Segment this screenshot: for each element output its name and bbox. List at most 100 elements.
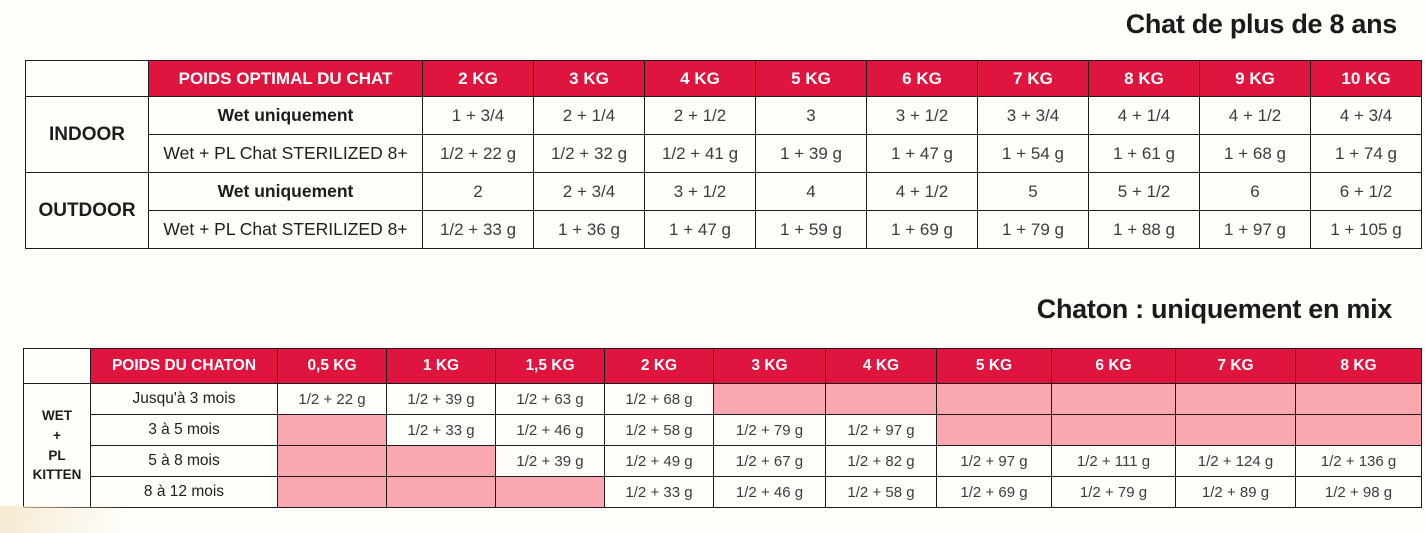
kitten-header-label: POIDS DU CHATON xyxy=(90,348,278,384)
header-row: POIDS DU CHATON 0,5 KG 1 KG 1,5 KG 2 KG 3 KG 4… xyxy=(23,348,1422,384)
ration-value-cell: 6 + 1/2 xyxy=(1310,172,1422,211)
kitten-feeding-table: POIDS DU CHATON 0,5 KG 1 KG 1,5 KG 2 KG 3 KG 4… xyxy=(23,348,1422,508)
weight-column-header: 0,5 KG xyxy=(277,348,387,384)
not-applicable-cell xyxy=(713,383,826,415)
ration-value-cell: 1 + 69 g xyxy=(866,210,978,249)
ration-value-cell: 1/2 + 46 g xyxy=(495,414,605,446)
ration-value-cell: 1/2 + 41 g xyxy=(644,134,756,173)
ration-value-cell: 1/2 + 69 g xyxy=(936,476,1052,508)
ration-value-cell: 1/2 + 68 g xyxy=(604,383,714,415)
weight-column-header: 6 KG xyxy=(1051,348,1176,384)
adult-header-label: POIDS OPTIMAL DU CHAT xyxy=(148,60,423,97)
ration-value-cell: 1/2 + 39 g xyxy=(495,445,605,477)
ration-value-cell: 1/2 + 79 g xyxy=(1051,476,1176,508)
weight-column-header: 8 KG xyxy=(1295,348,1422,384)
weight-column-header: 10 KG xyxy=(1310,60,1422,97)
ration-value-cell: 1 + 88 g xyxy=(1088,210,1200,249)
weight-column-header: 5 KG xyxy=(936,348,1052,384)
age-range-label: Jusqu'à 3 mois xyxy=(90,383,278,415)
ration-value-cell: 5 xyxy=(977,172,1089,211)
ration-value-cell: 2 + 3/4 xyxy=(533,172,645,211)
weight-column-header: 7 KG xyxy=(1175,348,1296,384)
ration-value-cell: 1 + 39 g xyxy=(755,134,867,173)
ration-value-cell: 4 + 1/2 xyxy=(1199,96,1311,135)
ration-value-cell: 1 + 47 g xyxy=(644,210,756,249)
ration-value-cell: 1/2 + 79 g xyxy=(713,414,826,446)
ration-value-cell: 1/2 + 124 g xyxy=(1175,445,1296,477)
weight-column-header: 8 KG xyxy=(1088,60,1200,97)
ration-value-cell: 1/2 + 97 g xyxy=(936,445,1052,477)
age-range-label: 5 à 8 mois xyxy=(90,445,278,477)
weight-column-header: 3 KG xyxy=(713,348,826,384)
weight-column-header: 9 KG xyxy=(1199,60,1311,97)
table-row: 8 à 12 mois 1/2 + 33 g 1/2 + 46 g 1/2 + 58 … xyxy=(24,476,1422,508)
not-applicable-cell xyxy=(1175,383,1296,415)
table-row: 3 à 5 mois 1/2 + 33 g 1/2 + 46 g 1/2 + 58 g… xyxy=(24,414,1422,446)
group-label-outdoor: OUTDOOR xyxy=(25,172,149,249)
ration-value-cell: 1/2 + 58 g xyxy=(825,476,937,508)
not-applicable-cell xyxy=(386,476,496,508)
ration-value-cell: 3 + 1/2 xyxy=(866,96,978,135)
not-applicable-cell xyxy=(936,383,1052,415)
table-row: 5 à 8 mois 1/2 + 39 g 1/2 + 49 g 1/2 + 67 g… xyxy=(24,445,1422,477)
ration-value-cell: 3 xyxy=(755,96,867,135)
ration-value-cell: 1/2 + 97 g xyxy=(825,414,937,446)
ration-value-cell: 1 + 79 g xyxy=(977,210,1089,249)
ration-value-cell: 1/2 + 46 g xyxy=(713,476,826,508)
ration-value-cell: 4 + 1/4 xyxy=(1088,96,1200,135)
not-applicable-cell xyxy=(277,445,387,477)
weight-column-header: 2 KG xyxy=(422,60,534,97)
ration-value-cell: 1 + 3/4 xyxy=(422,96,534,135)
weight-column-header: 7 KG xyxy=(977,60,1089,97)
table-row: Wet + PL Chat STERILIZED 8+ 1/2 + 22 g 1/2… xyxy=(26,134,1422,173)
ration-value-cell: 1/2 + 82 g xyxy=(825,445,937,477)
header-row: POIDS OPTIMAL DU CHAT 2 KG 3 KG 4 KG 5 KG 6 K… xyxy=(25,60,1422,97)
row-label: Wet + PL Chat STERILIZED 8+ xyxy=(148,134,423,173)
not-applicable-cell xyxy=(1295,383,1422,415)
ration-value-cell: 1/2 + 63 g xyxy=(495,383,605,415)
weight-column-header: 6 KG xyxy=(866,60,978,97)
corner-spacer xyxy=(25,60,149,97)
group-label-indoor: INDOOR xyxy=(25,96,149,173)
weight-column-header: 1,5 KG xyxy=(495,348,605,384)
adult-section-title: Chat de plus de 8 ans xyxy=(1125,9,1398,39)
ration-value-cell: 1 + 54 g xyxy=(977,134,1089,173)
weight-column-header: 4 KG xyxy=(825,348,937,384)
ration-value-cell: 1/2 + 58 g xyxy=(604,414,714,446)
ration-value-cell: 2 + 1/4 xyxy=(533,96,645,135)
not-applicable-cell xyxy=(277,414,387,446)
ration-value-cell: 1/2 + 111 g xyxy=(1051,445,1176,477)
weight-column-header: 2 KG xyxy=(604,348,714,384)
ration-value-cell: 1 + 61 g xyxy=(1088,134,1200,173)
ration-value-cell: 1/2 + 33 g xyxy=(604,476,714,508)
ration-value-cell: 1 + 59 g xyxy=(755,210,867,249)
not-applicable-cell xyxy=(1295,414,1422,446)
ration-value-cell: 1/2 + 89 g xyxy=(1175,476,1296,508)
ration-value-cell: 1 + 97 g xyxy=(1199,210,1311,249)
weight-column-header: 4 KG xyxy=(644,60,756,97)
ration-value-cell: 1/2 + 67 g xyxy=(713,445,826,477)
ration-value-cell: 4 xyxy=(755,172,867,211)
adult-feeding-table: POIDS OPTIMAL DU CHAT 2 KG 3 KG 4 KG 5 KG 6 K… xyxy=(25,60,1422,249)
ration-value-cell: 1 + 74 g xyxy=(1310,134,1422,173)
table-row: INDOOR Wet uniquement 1 + 3/4 2 + 1/4 2 + 1/… xyxy=(25,96,1422,173)
ration-value-cell: 4 + 1/2 xyxy=(866,172,978,211)
kitten-side-label: WET + PL KITTEN xyxy=(23,383,91,508)
ration-value-cell: 1/2 + 136 g xyxy=(1295,445,1422,477)
corner-spacer xyxy=(23,348,91,384)
ration-value-cell: 3 + 3/4 xyxy=(977,96,1089,135)
ration-value-cell: 1 + 47 g xyxy=(866,134,978,173)
ration-value-cell: 2 xyxy=(422,172,534,211)
weight-column-header: 3 KG xyxy=(533,60,645,97)
weight-column-header: 1 KG xyxy=(386,348,496,384)
ration-value-cell: 6 xyxy=(1199,172,1311,211)
ration-value-cell: 5 + 1/2 xyxy=(1088,172,1200,211)
age-range-label: 3 à 5 mois xyxy=(90,414,278,446)
row-label: Wet uniquement xyxy=(148,172,423,211)
not-applicable-cell xyxy=(1175,414,1296,446)
weight-column-header: 5 KG xyxy=(755,60,867,97)
ration-value-cell: 2 + 1/2 xyxy=(644,96,756,135)
